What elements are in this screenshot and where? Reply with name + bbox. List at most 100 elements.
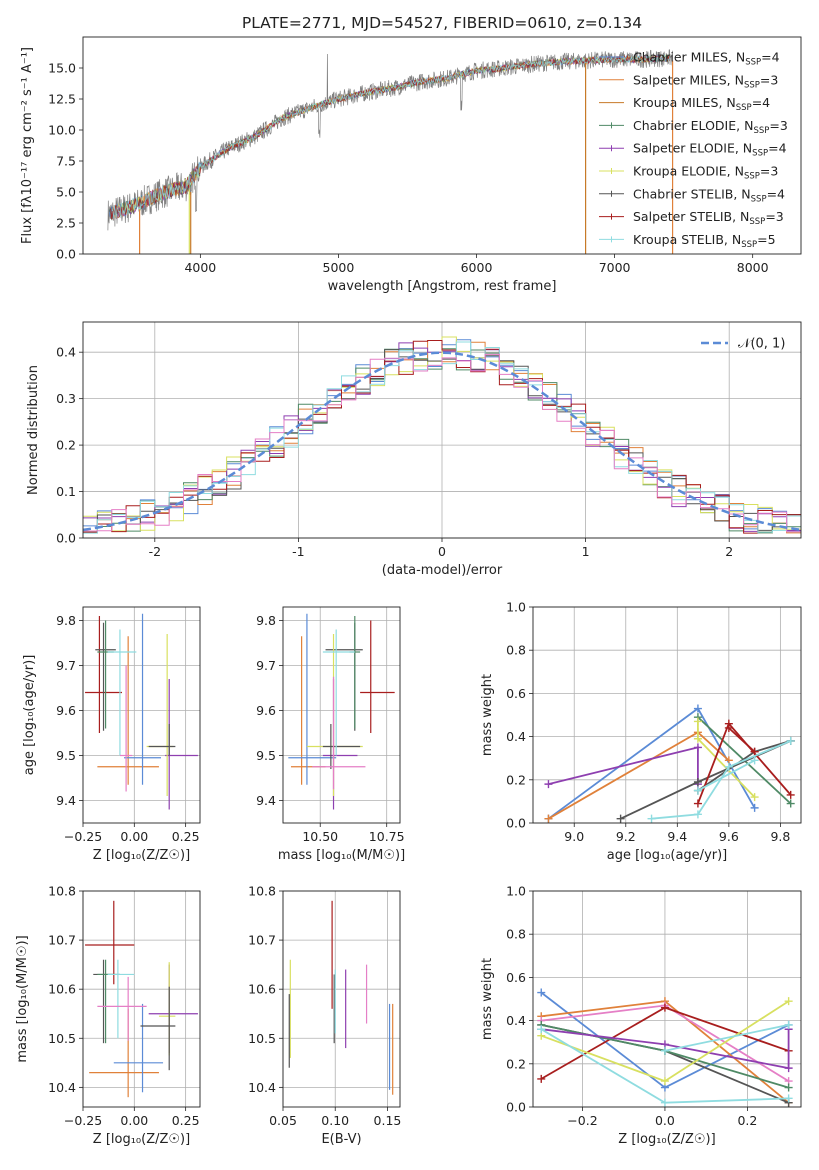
weights-vs-age-xtick-label: 9.0 [564,829,584,844]
weights-vs-age-marker [693,734,702,743]
weights-vs-Z-series-line [664,1024,789,1052]
weights-vs-age-marker [786,736,795,745]
weights-vs-age-series-line [728,727,756,753]
legend-entry: Kroupa MILES, NSSP=4 [633,95,770,113]
weights-vs-age-xlabel: age [log₁₀(age/yr)] [607,848,728,863]
weights-vs-age-marker [693,777,702,786]
weights-vs-age-marker [750,793,759,802]
legend-entry-suffix: =3 [769,118,787,133]
age-vs-mass-ytick-label: 9.4 [256,793,276,808]
weights-vs-Z-ytick-label: 0.0 [506,1100,526,1115]
weights-vs-age-ytick-label: 0.8 [506,643,526,658]
spectrum-ytick-label: 5.0 [56,185,76,200]
weights-vs-age-marker [724,723,733,732]
spectrum-ytick-label: 0.0 [56,247,76,262]
weights-vs-Z-marker [784,1020,793,1029]
mass-vs-ebv-frame [282,890,401,1108]
age-vs-Z-xtick-label: 0.00 [120,829,148,844]
residuals-xtick-label: -1 [292,544,304,559]
weights-vs-Z-marker [660,1098,669,1107]
legend-entry-name: Kroupa ELODIE, N [633,164,744,179]
legend-entry-suffix: =4 [767,186,785,201]
weights-vs-age-marker [724,762,733,771]
residuals-xtick-label: -2 [149,544,161,559]
legend-entry-suffix: =3 [760,164,778,179]
weights-vs-age-marker [616,814,625,823]
legend-entry-name: Chabrier ELODIE, N [633,118,753,133]
mass-vs-Z-frame [82,890,201,1108]
mass-vs-Z-xtick-label: 0.00 [120,1113,148,1128]
age-vs-mass-xtick-label: 10.75 [369,829,405,844]
legend-entry-sub: SSP [736,103,752,113]
mass-vs-Z-points [85,900,198,1098]
weights-vs-age-marker [693,704,702,713]
spectrum-ytick-label: 15.0 [48,61,76,76]
spectrum-xlabel: wavelength [Angstrom, rest frame] [328,279,557,294]
residuals-ylabel: Normed distribution [26,365,41,495]
mass-vs-Z-ytick-label: 10.7 [48,933,76,948]
weights-vs-Z-ylabel: mass weight [480,958,495,1040]
residuals-ytick-label: 0.2 [56,438,76,453]
legend-entry: Salpeter ELODIE, NSSP=4 [633,141,787,159]
spectrum-xtick-label: 6000 [461,260,493,275]
spectrum-frame [82,36,802,255]
weights-vs-age-marker [544,814,553,823]
weights-vs-Z-marker [660,1003,669,1012]
weights-vs-age-marker [750,756,759,765]
spectrum-xtick-label: 8000 [737,260,769,275]
residuals-xtick-label: 1 [582,544,590,559]
mass-vs-ebv-xtick-label: 0.10 [321,1113,349,1128]
legend-gaussian-label: 𝒩(0, 1) [738,337,785,352]
mass-vs-Z-ylabel: mass [log₁₀(M/M☉)] [15,935,30,1062]
weights-vs-Z-marker [537,988,546,997]
legend-entry: Chabrier ELODIE, NSSP=3 [633,118,788,136]
legend-entry-sub: SSP [744,172,760,182]
legend-entry-sub: SSP [744,80,760,90]
weights-vs-age-marker [544,780,553,789]
residuals-xtick-label: 0 [438,544,446,559]
age-vs-Z-ytick-label: 9.7 [56,658,76,673]
weights-vs-Z-marker [660,1077,669,1086]
weights-vs-Z-ytick-label: 0.4 [506,1013,526,1028]
spectrum-ytick-label: 2.5 [56,216,76,231]
age-vs-Z-frame [82,606,201,824]
weights-vs-Z-xtick-label: 0.0 [655,1113,675,1128]
weights-vs-age-marker [750,747,759,756]
residuals-hist-series [83,353,801,533]
legend-entry: Chabrier STELIB, NSSP=4 [633,186,785,204]
weights-vs-Z-marker [784,1064,793,1073]
age-vs-Z-xtick-label: −0.25 [64,829,102,844]
legend-entry: Kroupa ELODIE, NSSP=3 [633,164,778,182]
mass-vs-ebv-ytick-label: 10.8 [248,884,276,899]
weights-vs-age-marker [786,799,795,808]
legend-entry: Salpeter MILES, NSSP=3 [633,72,778,90]
weights-vs-Z-xtick-label: −0.2 [567,1113,597,1128]
mass-vs-Z-ytick-label: 10.5 [48,1031,76,1046]
age-vs-mass-ytick-label: 9.6 [256,703,276,718]
weights-vs-Z-marker [784,997,793,1006]
residuals-xtick-label: 2 [725,544,733,559]
age-vs-Z-ylabel: age [log₁₀(age/yr)] [22,655,37,776]
weights-vs-age-series-line [651,740,792,820]
weights-vs-age-frame [532,606,802,824]
legend-entry-suffix: =4 [752,95,770,110]
legend-entry-sub: SSP [749,217,765,227]
weights-vs-age-xtick-label: 9.8 [770,829,790,844]
age-vs-Z-xtick-label: 0.25 [172,829,200,844]
legend-entry-name: Salpeter MILES, N [633,72,744,87]
spectrum-title: PLATE=2771, MJD=54527, FIBERID=0610, z=0… [242,14,642,32]
weights-vs-age-series-line [697,759,756,792]
weights-vs-Z-ytick-label: 0.8 [506,927,526,942]
legend-entry: Salpeter STELIB, NSSP=3 [633,209,784,227]
mass-vs-ebv-axes: 0.05 0.10 0.15 10.4 10.5 10.6 10.7 10.8 E(B-V) [248,884,401,1148]
mass-vs-Z-ytick-label: 10.6 [48,982,76,997]
spectrum-xtick-label: 4000 [184,260,216,275]
legend-entry-name: Salpeter ELODIE, N [633,141,752,156]
weights-vs-Z-axes: −0.2 0.0 0.2 0.0 0.2 0.4 0.6 0.8 1.0 Z [log₁₀(Z/Z… [480,884,801,1147]
mass-vs-ebv-ytick-label: 10.4 [248,1080,276,1095]
weights-vs-Z-frame [532,890,802,1108]
weights-vs-Z-marker [784,1094,793,1103]
residuals-hist [83,336,801,534]
